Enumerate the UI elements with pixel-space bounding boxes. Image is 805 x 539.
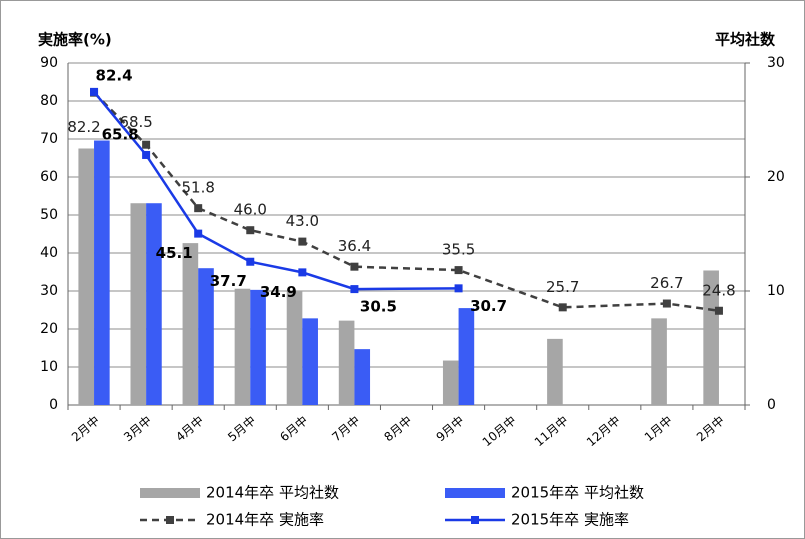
y2-axis-title: 平均社数 — [715, 31, 776, 49]
bar — [78, 148, 95, 405]
y2-tick-label: 0 — [767, 397, 776, 413]
bar — [94, 140, 110, 405]
bar — [146, 203, 162, 405]
bar — [651, 318, 667, 405]
data-label: 30.7 — [470, 297, 507, 315]
data-label: 36.4 — [338, 237, 371, 255]
marker — [558, 303, 567, 312]
legend-label: 2014年卒 平均社数 — [206, 484, 339, 502]
y-axis-title: 実施率(%) — [38, 31, 112, 49]
data-label: 25.7 — [546, 278, 579, 296]
bar — [234, 288, 251, 405]
bar — [354, 349, 371, 405]
data-label: 65.8 — [102, 125, 139, 143]
y-tick-label: 10 — [40, 359, 58, 375]
marker — [142, 150, 151, 159]
marker — [298, 237, 307, 246]
data-label: 46.0 — [234, 201, 267, 219]
data-label: 35.5 — [442, 241, 475, 259]
bar — [442, 360, 459, 405]
data-label: 51.8 — [181, 179, 214, 197]
line — [93, 91, 720, 312]
bar — [547, 338, 563, 405]
y-tick-label: 70 — [40, 131, 58, 147]
bar — [286, 291, 303, 405]
marker — [350, 262, 359, 271]
legend-marker — [166, 516, 174, 524]
data-label: 37.7 — [210, 272, 247, 290]
marker — [714, 306, 723, 315]
y2-tick-label: 20 — [767, 169, 785, 185]
legend-marker — [471, 516, 479, 524]
y2-tick-label: 30 — [767, 55, 785, 71]
legend-swatch — [140, 488, 200, 498]
marker — [662, 299, 671, 308]
data-label: 45.1 — [156, 244, 193, 262]
data-label: 82.4 — [96, 66, 133, 84]
bar — [302, 318, 318, 405]
marker — [246, 226, 255, 235]
data-label: 24.8 — [702, 281, 735, 299]
marker — [454, 284, 463, 293]
y-tick-label: 0 — [49, 397, 58, 413]
y-tick-label: 90 — [40, 55, 58, 71]
y2-tick-label: 10 — [767, 283, 785, 299]
y-tick-label: 40 — [40, 245, 58, 261]
data-label: 68.5 — [119, 113, 152, 131]
legend-label: 2015年卒 平均社数 — [511, 484, 644, 502]
y-tick-label: 20 — [40, 321, 58, 337]
marker — [350, 285, 359, 294]
legend-label: 2014年卒 実施率 — [206, 511, 324, 529]
marker — [454, 266, 463, 275]
legend-label: 2015年卒 実施率 — [511, 511, 629, 529]
y-tick-label: 30 — [40, 283, 58, 299]
bar — [458, 308, 475, 405]
y-tick-label: 80 — [40, 93, 58, 109]
data-label: 26.7 — [650, 274, 683, 292]
data-label: 34.9 — [260, 283, 297, 301]
bar — [338, 320, 355, 405]
marker — [194, 229, 203, 238]
legend-swatch — [445, 488, 505, 498]
marker — [142, 140, 151, 149]
bar — [198, 268, 214, 405]
marker — [194, 204, 203, 213]
bar — [703, 270, 719, 405]
marker — [246, 257, 255, 266]
bar — [182, 243, 199, 405]
data-label: 82.2 — [67, 118, 100, 136]
marker — [90, 87, 99, 96]
marker — [298, 268, 307, 277]
data-label: 30.5 — [360, 298, 397, 316]
bar — [130, 203, 147, 405]
y-tick-label: 50 — [40, 207, 58, 223]
y-tick-label: 60 — [40, 169, 58, 185]
bar — [250, 289, 266, 405]
data-label: 43.0 — [286, 212, 319, 230]
